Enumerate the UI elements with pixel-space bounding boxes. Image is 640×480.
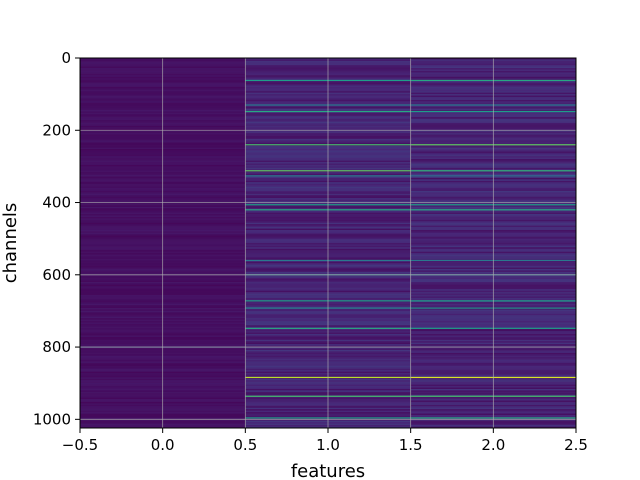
x-axis: −0.5 0.0 0.5 1.0 1.5 2.0 2.5 [62, 428, 588, 454]
y-tick-label: 600 [42, 266, 71, 284]
x-tick-label: 0.5 [233, 436, 257, 454]
x-tick-label: 2.0 [481, 436, 505, 454]
x-axis-label: features [291, 461, 365, 480]
x-tick-label: −0.5 [62, 436, 98, 454]
y-tick-label: 200 [42, 121, 71, 139]
x-tick-label: 1.5 [399, 436, 423, 454]
x-tick-label: 0.0 [151, 436, 175, 454]
x-tick-label: 1.0 [316, 436, 340, 454]
y-tick-label: 1000 [33, 410, 71, 428]
x-tick-label: 2.5 [564, 436, 588, 454]
y-tick-label: 0 [61, 49, 71, 67]
y-tick-label: 800 [42, 338, 71, 356]
y-tick-label: 400 [42, 194, 71, 212]
y-axis: 0 200 400 600 800 1000 [33, 49, 80, 428]
y-axis-label: channels [0, 203, 21, 284]
plot-area [79, 57, 577, 429]
